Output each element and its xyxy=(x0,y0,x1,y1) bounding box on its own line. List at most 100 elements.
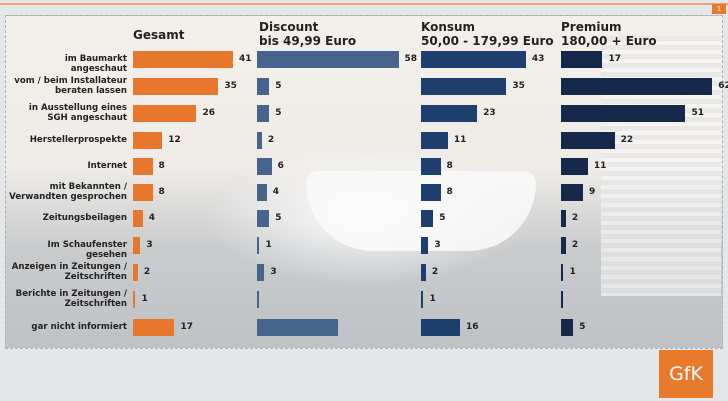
bar-3-8 xyxy=(561,263,564,281)
category-label: mit Bekannten / Verwandten gesprochen xyxy=(9,182,127,202)
bar-1-10 xyxy=(257,318,338,336)
data-label: 35 xyxy=(512,80,525,91)
bar-3-0 xyxy=(561,50,603,68)
bar-0-2 xyxy=(133,104,197,122)
data-label: 3 xyxy=(434,239,441,250)
category-label: in Ausstellung eines SGH angeschaut xyxy=(28,103,127,123)
data-label: 1 xyxy=(429,293,436,304)
bar-3-6 xyxy=(561,209,566,227)
bar-3-9 xyxy=(561,290,563,308)
data-label: 12 xyxy=(168,134,181,145)
bar-2-9 xyxy=(421,290,424,308)
data-label: 8 xyxy=(158,160,165,171)
bar-2-7 xyxy=(421,236,429,254)
gfk-logo: GfK xyxy=(659,350,713,398)
bar-3-2 xyxy=(561,104,686,122)
data-label: 43 xyxy=(531,53,545,64)
data-label: 1 xyxy=(569,266,576,277)
series-title: Premium 180,00 + Euro xyxy=(561,20,657,48)
data-label: 2 xyxy=(571,239,579,250)
bar-3-10 xyxy=(561,318,574,336)
data-label: 26 xyxy=(202,107,215,118)
data-label: 5 xyxy=(275,212,282,223)
data-label: 4 xyxy=(148,212,156,223)
data-label: 3 xyxy=(146,239,153,250)
bar-2-0 xyxy=(421,50,526,68)
bar-2-1 xyxy=(421,77,507,95)
bar-3-5 xyxy=(561,183,583,201)
series-title: Konsum 50,00 - 179,99 Euro xyxy=(421,20,554,48)
header-rule xyxy=(0,3,728,5)
data-label: 16 xyxy=(466,321,479,332)
bar-0-3 xyxy=(133,131,163,149)
bar-2-4 xyxy=(421,157,441,175)
data-label: 5 xyxy=(275,80,282,91)
bar-2-6 xyxy=(421,209,434,227)
data-label: 51 xyxy=(691,107,704,118)
data-label: 11 xyxy=(453,134,467,145)
category-label: Herstellerprospekte xyxy=(29,135,127,145)
data-label: 11 xyxy=(593,160,607,171)
data-label: 62 xyxy=(718,80,728,91)
category-label: Im Schaufenster gesehen xyxy=(47,240,127,260)
bar-3-4 xyxy=(561,157,588,175)
page-number: 1 xyxy=(712,4,726,14)
data-label: 23 xyxy=(483,107,496,118)
bar-3-7 xyxy=(561,236,566,254)
bar-3-3 xyxy=(561,131,615,149)
data-label: 2 xyxy=(143,266,151,277)
bar-1-9 xyxy=(257,290,259,308)
bar-0-9 xyxy=(133,290,136,308)
bar-0-4 xyxy=(133,157,153,175)
series-title: Discount bis 49,99 Euro xyxy=(259,20,357,48)
data-label: 4 xyxy=(272,186,280,197)
data-label: 41 xyxy=(239,53,252,64)
bar-0-1 xyxy=(133,77,219,95)
data-label: 5 xyxy=(439,212,446,223)
data-label: 17 xyxy=(180,321,193,332)
data-label: 58 xyxy=(404,53,418,64)
bar-1-8 xyxy=(257,263,265,281)
bar-0-6 xyxy=(133,209,143,227)
category-label: Internet xyxy=(87,161,127,171)
bar-2-8 xyxy=(421,263,426,281)
data-label: 35 xyxy=(224,80,237,91)
category-label: vom / beim Installateur beraten lassen xyxy=(14,76,127,96)
series-title: Gesamt xyxy=(133,28,185,42)
bar-0-8 xyxy=(133,263,138,281)
data-label: 22 xyxy=(620,134,634,145)
bar-1-3 xyxy=(257,131,262,149)
data-label: 8 xyxy=(158,186,165,197)
bar-2-3 xyxy=(421,131,448,149)
data-label: 9 xyxy=(588,186,596,197)
bar-2-10 xyxy=(421,318,461,336)
bar-1-4 xyxy=(257,157,272,175)
data-label: 8 xyxy=(446,186,453,197)
bar-0-10 xyxy=(133,318,175,336)
data-label: 2 xyxy=(267,134,275,145)
bar-2-5 xyxy=(421,183,441,201)
bar-2-2 xyxy=(421,104,478,122)
bar-1-2 xyxy=(257,104,270,122)
data-label: 1 xyxy=(141,293,148,304)
bar-3-1 xyxy=(561,77,713,95)
bar-1-0 xyxy=(257,50,399,68)
bar-1-5 xyxy=(257,183,267,201)
data-label: 5 xyxy=(275,107,282,118)
bar-1-6 xyxy=(257,209,270,227)
data-label: 17 xyxy=(608,53,621,64)
data-label: 2 xyxy=(431,266,439,277)
data-label: 1 xyxy=(265,239,272,250)
data-label: 3 xyxy=(270,266,277,277)
data-label: 2 xyxy=(571,212,579,223)
category-label: gar nicht informiert xyxy=(31,322,127,332)
data-label: 5 xyxy=(579,321,586,332)
category-label: im Baumarkt angeschaut xyxy=(64,54,127,74)
bar-0-0 xyxy=(133,50,234,68)
background-radiator xyxy=(601,36,721,296)
bar-1-7 xyxy=(257,236,260,254)
category-label: Zeitungsbeilagen xyxy=(42,213,127,223)
bar-0-5 xyxy=(133,183,153,201)
bar-0-7 xyxy=(133,236,141,254)
category-label: Anzeigen in Zeitungen / Zeitschriften xyxy=(11,262,127,282)
